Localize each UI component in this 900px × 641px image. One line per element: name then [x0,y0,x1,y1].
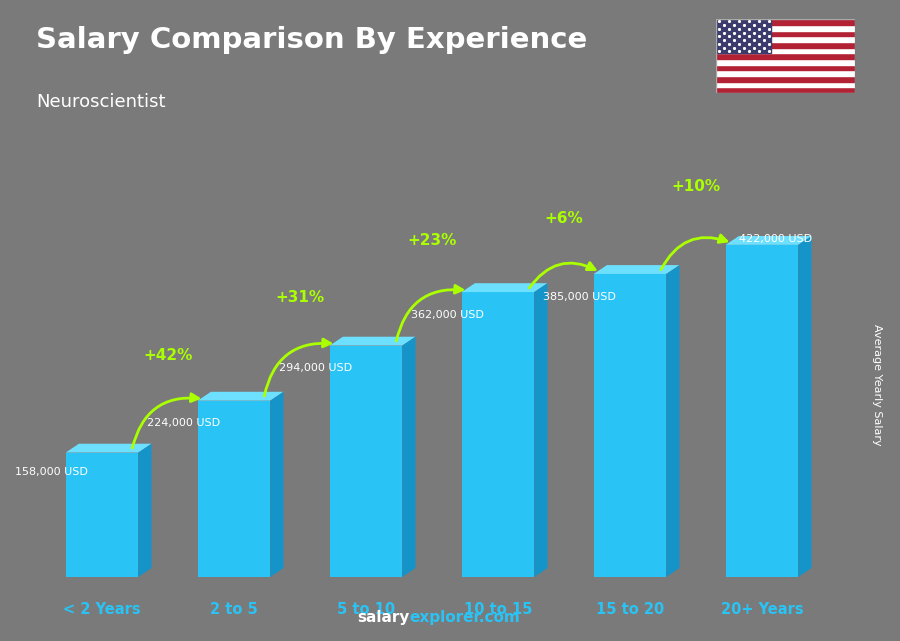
Polygon shape [139,444,151,577]
Bar [716,42,855,47]
Polygon shape [462,283,547,292]
Text: +6%: +6% [544,211,583,226]
Bar [716,37,855,42]
Text: 385,000 USD: 385,000 USD [544,292,617,302]
Bar [716,81,855,87]
Text: Neuroscientist: Neuroscientist [36,93,166,111]
Bar [716,59,855,65]
Polygon shape [666,265,680,577]
Polygon shape [798,236,812,577]
Bar [716,47,855,53]
Bar [716,65,855,71]
Polygon shape [594,274,666,577]
Text: salary: salary [357,610,410,625]
Text: 158,000 USD: 158,000 USD [15,467,88,477]
Bar [716,25,855,31]
Polygon shape [329,337,416,345]
Bar [716,19,771,53]
Polygon shape [594,265,680,274]
Polygon shape [66,453,139,577]
Polygon shape [402,337,416,577]
Text: Salary Comparison By Experience: Salary Comparison By Experience [36,26,587,54]
Text: 20+ Years: 20+ Years [721,602,804,617]
Text: 422,000 USD: 422,000 USD [739,234,812,244]
Polygon shape [462,292,535,577]
Text: +10%: +10% [671,178,721,194]
Text: 294,000 USD: 294,000 USD [279,363,353,373]
Text: 15 to 20: 15 to 20 [596,602,664,617]
Polygon shape [66,444,151,453]
Bar [716,87,855,93]
Bar [716,19,855,25]
Text: 2 to 5: 2 to 5 [210,602,258,617]
Text: Average Yearly Salary: Average Yearly Salary [872,324,883,445]
Bar [716,76,855,81]
Text: +23%: +23% [408,233,456,248]
Bar [716,31,855,37]
Polygon shape [329,345,402,577]
Text: explorer.com: explorer.com [410,610,520,625]
Text: +31%: +31% [275,290,325,305]
Text: 224,000 USD: 224,000 USD [148,419,220,428]
Polygon shape [198,392,284,401]
Text: 362,000 USD: 362,000 USD [411,310,484,320]
Text: 5 to 10: 5 to 10 [337,602,395,617]
Bar [716,53,855,59]
Polygon shape [535,283,547,577]
Polygon shape [725,245,798,577]
Text: < 2 Years: < 2 Years [63,602,140,617]
Text: +42%: +42% [143,349,193,363]
Bar [716,71,855,76]
Polygon shape [198,401,270,577]
Polygon shape [270,392,284,577]
Polygon shape [725,236,812,245]
Text: 10 to 15: 10 to 15 [464,602,532,617]
